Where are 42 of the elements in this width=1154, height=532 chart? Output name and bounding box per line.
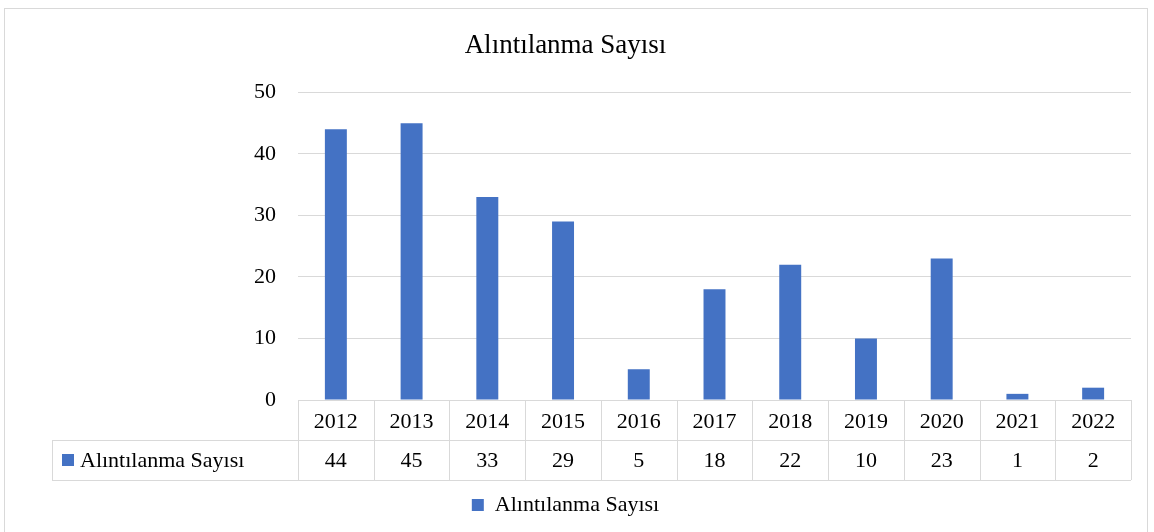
x-tick-label: 2016 [616,407,661,433]
y-tick-label: 50 [254,78,276,104]
data-label: 10 [854,446,877,472]
chart-title: Alıntılanma Sayısı [464,29,667,60]
data-label: 2 [1087,446,1099,472]
bar [779,264,802,400]
data-label: 33 [476,446,499,472]
y-tick-label: 30 [254,201,276,227]
y-tick-label: 40 [254,139,276,165]
data-label: 45 [400,446,423,472]
x-tick-label: 2021 [995,407,1040,433]
x-tick-label: 2019 [843,407,888,433]
x-tick-label: 2013 [389,407,434,433]
x-tick-label: 2022 [1071,407,1116,433]
x-tick-label: 2012 [313,407,358,433]
bar [400,123,423,400]
bar [930,258,953,400]
data-label: 1 [1011,446,1023,472]
bar [627,369,650,400]
bar [476,196,499,400]
bar [324,129,347,400]
text: Alıntılanma Sayısı [80,446,245,472]
bar [552,221,575,400]
y-tick-label: 10 [254,324,276,350]
x-tick-label: 2018 [768,407,813,433]
data-label: 5 [633,446,645,472]
bar [1082,387,1105,400]
data-label: 29 [552,446,575,472]
x-tick-label: 2017 [692,407,737,433]
x-tick-label: 2014 [465,407,510,433]
x-tick-label: 2020 [919,407,964,433]
y-tick-label: 20 [254,262,276,288]
legend-label: Alıntılanma Sayısı [494,490,660,516]
x-tick-label: 2015 [541,407,586,433]
data-label: 23 [930,446,953,472]
data-label: 22 [779,446,802,472]
bar [1006,393,1029,400]
y-tick-label: 0 [265,385,276,411]
bar [854,338,877,400]
data-label: 18 [703,446,726,472]
bar [703,289,726,400]
data-label: 44 [324,446,347,472]
